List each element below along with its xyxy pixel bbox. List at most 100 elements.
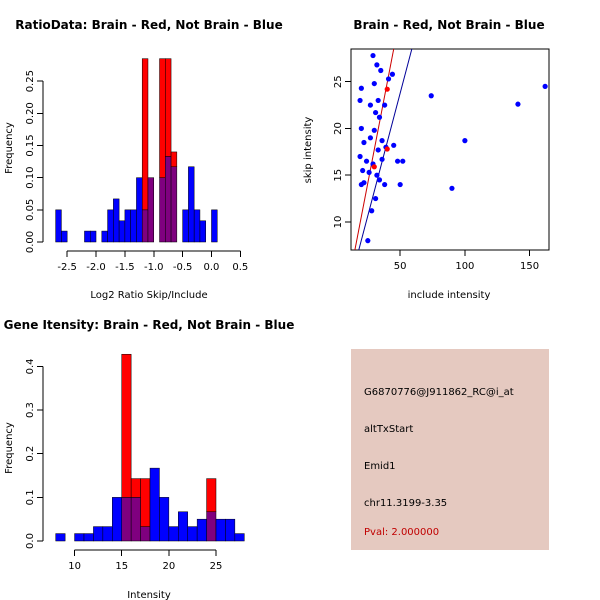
scatter-point-not-brain <box>370 52 376 59</box>
intensity-hist-bar-overlap <box>130 497 141 542</box>
ratio-hist-y-tick-label: 0.00 <box>25 231 36 253</box>
scatter-y-tick-label: 10 <box>333 216 344 229</box>
scatter-point-not-brain <box>382 102 388 108</box>
location-text: chr11.3199-3.35 <box>364 498 448 509</box>
scatter-point-not-brain <box>374 172 380 178</box>
scatter-title: Brain - Red, Not Brain - Blue <box>353 18 544 32</box>
intensity-hist-bar-brain <box>130 478 141 498</box>
ratio-hist-bar-not-brain <box>199 220 206 243</box>
intensity-hist-bar-not-brain <box>196 518 207 542</box>
scatter-point-not-brain <box>361 180 367 186</box>
scatter-point-not-brain <box>372 109 379 116</box>
scatter-x-tick-label: 150 <box>520 261 539 272</box>
scatter-point-not-brain <box>379 138 385 144</box>
ratio-hist-bar-brain <box>159 58 166 178</box>
ratio-hist-x-tick-label: -1.0 <box>144 262 164 273</box>
ratio-hist-bar-not-brain <box>136 177 143 243</box>
ratio-hist-x-tick-label: 0.5 <box>232 262 248 273</box>
scatter-point-not-brain <box>375 147 381 153</box>
intensity-hist-bar-not-brain <box>112 497 122 542</box>
scatter-point-not-brain <box>369 208 375 214</box>
scatter-point-not-brain <box>357 97 363 104</box>
ratio-histogram-panel: RatioData: Brain - Red, Not Brain - Blue… <box>4 18 283 301</box>
intensity-hist-bar-not-brain <box>93 526 104 542</box>
ratio-hist-x-tick-label: -0.5 <box>173 262 193 273</box>
ratio-hist-x-tick-label: -2.5 <box>57 262 77 273</box>
intensity-hist-y-tick-label: 0.4 <box>25 359 36 375</box>
ratio-hist-bar-not-brain <box>188 166 195 243</box>
ratio-hist-bar-brain <box>141 58 149 211</box>
scatter-point-brain <box>384 146 390 152</box>
intensity-hist-bar-brain <box>140 478 151 527</box>
scatter-ylabel: skip intensity <box>303 117 314 184</box>
scatter-fit-line-brain <box>354 49 395 250</box>
scatter-point-not-brain <box>428 93 434 99</box>
scatter-point-not-brain <box>382 181 388 188</box>
scatter-point-not-brain <box>400 158 406 164</box>
ratio-hist-bar-not-brain <box>130 209 137 243</box>
scatter-x-tick-label: 50 <box>394 261 407 272</box>
probe-info-panel: G6870776@J911862_RC@i_at altTxStart Emid… <box>351 349 549 550</box>
ratio-hist-bar-brain <box>170 151 178 167</box>
scatter-panel: Brain - Red, Not Brain - Blue 50 100 150 10… <box>303 18 550 301</box>
scatter-point-not-brain <box>378 67 384 74</box>
scatter-point-not-brain <box>462 138 468 144</box>
scatter-point-not-brain <box>389 71 396 77</box>
intensity-hist-bar-not-brain <box>234 533 245 542</box>
scatter-point-not-brain <box>361 139 367 146</box>
ratio-hist-bar-not-brain <box>107 209 114 243</box>
ratio-hist-y-tick-label: 0.15 <box>25 134 36 156</box>
intensity-hist-bar-not-brain <box>225 518 236 542</box>
ratio-hist-y-tick-label: 0.10 <box>25 167 36 189</box>
scatter-point-not-brain <box>391 142 397 148</box>
scatter-y-tick-label: 20 <box>333 122 344 135</box>
intensity-hist-y-tick-label: 0.3 <box>25 402 36 418</box>
intensity-hist-x-tick-label: 20 <box>162 561 175 572</box>
ratio-hist-bar-overlap <box>170 166 178 243</box>
ratio-hist-bar-brain <box>165 58 172 157</box>
intensity-hist-y-tick-label: 0.2 <box>25 446 36 462</box>
scatter-y-tick-label: 15 <box>333 169 344 182</box>
scatter-point-brain <box>371 164 377 170</box>
scatter-point-not-brain <box>375 97 381 104</box>
intensity-hist-bar-not-brain <box>102 526 113 542</box>
scatter-point-brain <box>384 86 390 92</box>
intensity-hist-bar-not-brain <box>159 497 170 542</box>
intensity-hist-bar-brain <box>121 353 132 498</box>
ratio-hist-y-tick-label: 0.05 <box>25 199 36 221</box>
intensity-hist-x-tick-label: 15 <box>115 561 128 572</box>
ratio-histogram-xlabel: Log2 Ratio Skip/Include <box>90 290 207 301</box>
scatter-point-not-brain <box>365 238 371 244</box>
ratio-hist-bar-not-brain <box>55 209 62 243</box>
ratio-hist-bar-not-brain <box>211 209 218 243</box>
intensity-hist-y-tick-label: 0.0 <box>25 533 36 549</box>
scatter-point-not-brain <box>385 76 392 82</box>
ratio-hist-bar-not-brain <box>84 230 91 243</box>
intensity-histogram-panel: Gene Itensity: Brain - Red, Not Brain - … <box>4 318 295 600</box>
scatter-point-not-brain <box>357 153 363 160</box>
scatter-point-not-brain <box>371 127 377 133</box>
ratio-hist-y-tick-label: 0.25 <box>25 70 36 92</box>
intensity-hist-y-tick-label: 0.1 <box>25 489 36 505</box>
ratio-hist-bar-not-brain <box>61 230 68 243</box>
gene-name-text: Emid1 <box>364 461 396 472</box>
ratio-hist-bar-overlap <box>165 156 172 243</box>
intensity-hist-bar-not-brain <box>55 533 66 542</box>
ratio-hist-bar-not-brain <box>182 209 189 243</box>
scatter-y-tick-label: 25 <box>333 75 344 88</box>
scatter-point-not-brain <box>376 177 383 183</box>
scatter-point-not-brain <box>515 101 521 107</box>
event-type-text: altTxStart <box>364 424 414 435</box>
ratio-hist-bar-overlap <box>147 177 155 243</box>
ratio-hist-y-tick-label: 0.20 <box>25 102 36 124</box>
ratio-hist-bar-not-brain <box>90 230 97 243</box>
intensity-hist-bar-brain <box>206 478 217 513</box>
intensity-hist-bar-overlap <box>206 511 217 542</box>
probe-id-text: G6870776@J911862_RC@i_at <box>364 387 514 398</box>
intensity-hist-bar-not-brain <box>168 526 179 542</box>
ratio-hist-bar-not-brain <box>124 209 131 243</box>
scatter-point-not-brain <box>371 80 377 87</box>
ratio-hist-x-tick-label: -2.0 <box>86 262 106 273</box>
scatter-point-not-brain <box>379 156 385 162</box>
